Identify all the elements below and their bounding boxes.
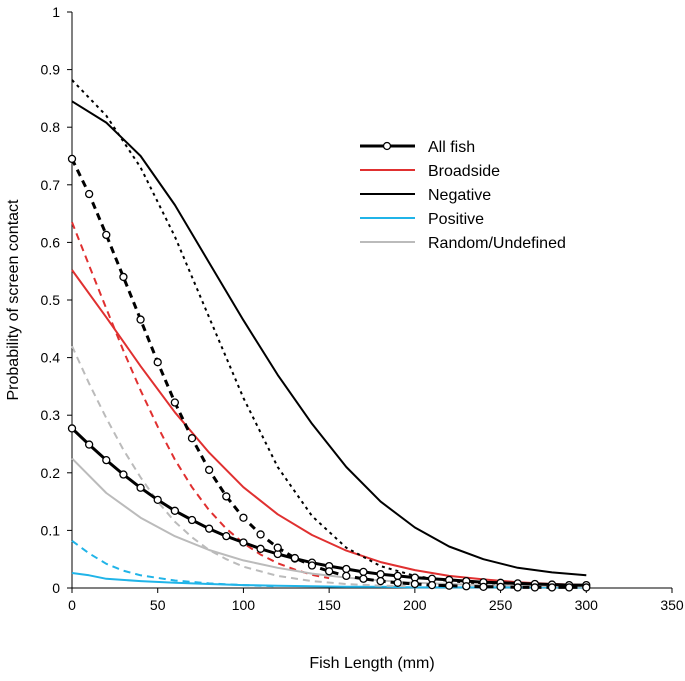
series-point (204, 524, 214, 533)
series-point (67, 154, 77, 164)
series-point (239, 513, 248, 522)
series-point (324, 567, 334, 576)
series-point (359, 567, 368, 577)
series-point (496, 582, 505, 591)
y-tick-label: 0.8 (41, 119, 61, 135)
y-tick-label: 0.2 (41, 465, 61, 481)
series-point (170, 506, 180, 515)
series-point (67, 424, 77, 433)
series-point (307, 561, 317, 570)
x-tick-label: 300 (575, 597, 599, 613)
series-point (256, 530, 265, 539)
legend: All fish Broadside Negative Positive Random/… (360, 139, 566, 252)
series-line-6 (71, 572, 587, 589)
y-tick-label: 0.7 (41, 177, 61, 193)
series-point (84, 189, 94, 199)
series-point (376, 570, 385, 579)
series-point (547, 583, 557, 592)
y-tick-label: 0 (52, 580, 60, 596)
series-point (187, 515, 197, 525)
series-line-5 (71, 79, 587, 588)
y-tick-label: 0.3 (41, 407, 61, 423)
legend-label: Negative (428, 187, 491, 204)
legend-marker (382, 141, 392, 151)
series-point (342, 564, 351, 574)
series-point (290, 553, 300, 563)
series-point (136, 483, 145, 492)
series-line-2 (71, 269, 587, 587)
legend-label: Broadside (428, 163, 500, 180)
x-tick-label: 0 (68, 597, 76, 613)
series-line-3 (71, 221, 330, 580)
series-point (582, 583, 591, 592)
y-tick-label: 0.5 (41, 292, 61, 308)
series-line-0 (70, 427, 587, 587)
legend-label: Positive (428, 211, 484, 228)
series-point (84, 440, 94, 449)
x-tick-label: 250 (489, 597, 513, 613)
y-tick-label: 1 (52, 4, 60, 20)
x-tick-label: 350 (660, 597, 684, 613)
series-point (564, 583, 574, 592)
series-point (102, 230, 111, 240)
x-ticks: 0 50 100 150 200 250 300 350 (68, 588, 684, 613)
series-point (256, 544, 265, 553)
series-point (136, 315, 145, 324)
series-point (462, 582, 471, 591)
y-tick-label: 0.6 (41, 234, 61, 250)
series-point (410, 579, 420, 589)
series-point (119, 272, 128, 282)
y-ticks: 0 0.1 0.2 0.3 0.4 0.5 0.6 0.7 0.8 0.9 1 (41, 4, 72, 596)
y-tick-label: 0.9 (41, 62, 61, 78)
series-point (273, 543, 282, 552)
series-point (444, 581, 454, 590)
series-point (513, 583, 522, 592)
series-point (170, 398, 180, 407)
series-point (187, 434, 197, 443)
x-tick-label: 100 (232, 597, 256, 613)
series-point (530, 583, 540, 592)
series-layer (67, 79, 591, 592)
series-point (204, 465, 214, 475)
series-line-4 (71, 100, 587, 577)
series-point (119, 470, 128, 479)
x-axis-title: Fish Length (mm) (309, 655, 434, 672)
series-point (427, 580, 437, 590)
series-point (359, 574, 368, 583)
series-point (393, 578, 402, 587)
x-tick-label: 150 (317, 597, 341, 613)
series-point (153, 358, 162, 367)
series-point (102, 455, 111, 465)
series-point (222, 532, 231, 541)
y-tick-label: 0.4 (41, 350, 61, 366)
series-point (153, 495, 162, 505)
x-tick-label: 200 (403, 597, 427, 613)
series-line-7 (71, 539, 278, 588)
series-point (376, 576, 385, 586)
y-tick-label: 0.1 (41, 522, 61, 538)
legend-label: All fish (428, 139, 475, 156)
series-point (342, 571, 351, 581)
series-point (222, 492, 231, 501)
series-point (393, 571, 402, 581)
x-tick-label: 50 (150, 597, 166, 613)
series-point (239, 538, 248, 547)
series-line-9 (71, 345, 415, 588)
legend-label: Random/Undefined (428, 235, 566, 252)
y-axis-title: Probability of screen contact (5, 199, 22, 401)
series-point (479, 582, 488, 591)
